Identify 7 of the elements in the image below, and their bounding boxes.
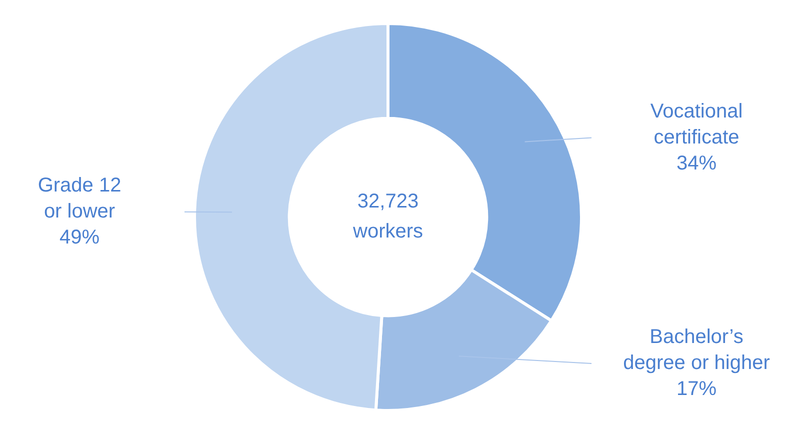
data-label: 49%	[59, 226, 100, 248]
text: 32,723 workers	[352, 190, 424, 243]
data-label: 34%	[676, 152, 717, 174]
slice-label: Vocational certificate	[650, 100, 743, 148]
slice-label: Bachelor’s degree or higher	[623, 326, 770, 374]
data-label: 17%	[676, 378, 717, 400]
slice-label: Grade 12 or lower	[38, 174, 122, 222]
